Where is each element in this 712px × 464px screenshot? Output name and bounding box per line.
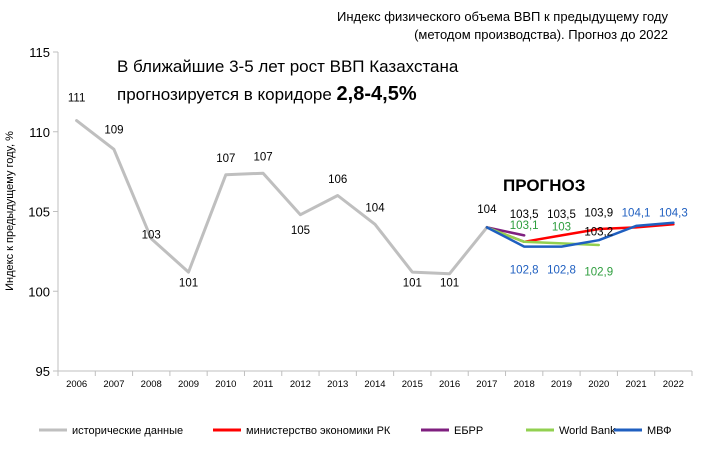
x-tick-label: 2020	[588, 379, 609, 390]
legend: исторические данные министерство экономик…	[39, 425, 672, 437]
legend-entry-3: ЕБРР	[454, 425, 483, 437]
y-tick-label: 95	[36, 364, 50, 379]
data-label: 111	[68, 92, 85, 104]
y-tick-label: 105	[28, 205, 50, 220]
data-label: 102,8	[510, 265, 539, 277]
data-label: 102,8	[547, 265, 576, 277]
data-label: 109	[104, 124, 123, 136]
legend-entry-5: МВФ	[647, 425, 672, 437]
data-label: 106	[328, 174, 347, 186]
data-labels: 111 109 103 101 107 107 105 106 104 101 101 104 103,…	[68, 92, 688, 289]
data-label: 103,5	[510, 209, 539, 221]
chart-title: Индекс физического объема ВВП к предыдущ…	[337, 9, 668, 42]
data-label: 101	[440, 277, 459, 289]
x-tick-label: 2019	[551, 379, 572, 390]
forecast-label: ПРОГНОЗ	[503, 176, 585, 195]
series-layer	[75, 119, 675, 276]
series-line-5	[485, 221, 675, 248]
headline-line-1: В ближайшие 3-5 лет рост ВВП Казахстана	[117, 57, 459, 76]
y-axis-label: Индекс к предыдущему году, %	[4, 131, 16, 291]
x-tick-label: 2016	[439, 379, 460, 390]
headline-line-2-prefix: прогнозируется в коридоре	[117, 85, 337, 104]
x-tick-label: 2009	[178, 379, 199, 390]
data-label: 103,9	[584, 207, 613, 219]
data-label: 103	[142, 230, 161, 242]
data-label: 103,1	[510, 220, 539, 232]
data-label: 107	[254, 151, 273, 163]
axes: 95 100 105 110 115 2006 2007 2008 2009 2010 2011 20…	[28, 45, 693, 390]
legend-entry-2: министерство экономики РК	[246, 425, 391, 437]
headline-range-value: 2,8-4,5%	[337, 83, 417, 105]
data-label: 107	[216, 153, 235, 165]
data-label: 103	[552, 222, 571, 234]
x-tick-label: 2010	[215, 379, 236, 390]
x-tick-label: 2018	[514, 379, 535, 390]
x-tick-label: 2021	[625, 379, 646, 390]
x-tick-label: 2014	[364, 379, 385, 390]
data-label: 104,3	[659, 207, 688, 219]
series-line-1	[75, 119, 489, 276]
x-tick-label: 2008	[141, 379, 162, 390]
legend-entry-4: World Bank	[559, 425, 616, 437]
y-tick-label: 110	[29, 125, 50, 140]
data-label: 101	[179, 277, 198, 289]
x-tick-label: 2022	[663, 379, 684, 390]
data-label: 103,2	[584, 226, 613, 238]
data-label: 103,5	[547, 209, 576, 221]
legend-entry-1: исторические данные	[72, 425, 183, 437]
headline-line-2: прогнозируется в коридоре 2,8-4,5%	[117, 83, 417, 105]
data-label: 101	[403, 277, 422, 289]
x-tick-label: 2011	[253, 379, 273, 390]
x-tick-label: 2006	[66, 379, 87, 390]
chart-title-line-1: Индекс физического объема ВВП к предыдущ…	[337, 9, 668, 24]
y-tick-label: 115	[29, 45, 50, 60]
data-label: 104	[477, 204, 497, 216]
x-tick-label: 2012	[290, 379, 311, 390]
x-tick-label: 2007	[103, 379, 124, 390]
x-tick-label: 2017	[476, 379, 497, 390]
chart-title-line-2: (методом производства). Прогноз до 2022	[414, 27, 668, 42]
x-tick-label: 2015	[402, 379, 423, 390]
x-tick-label: 2013	[327, 379, 348, 390]
headline: В ближайшие 3-5 лет рост ВВП Казахстана …	[117, 57, 459, 105]
data-label: 105	[291, 225, 310, 237]
data-label: 102,9	[584, 266, 613, 278]
y-tick-label: 100	[28, 284, 50, 299]
data-label: 104	[365, 203, 385, 215]
data-label: 104,1	[622, 207, 651, 219]
